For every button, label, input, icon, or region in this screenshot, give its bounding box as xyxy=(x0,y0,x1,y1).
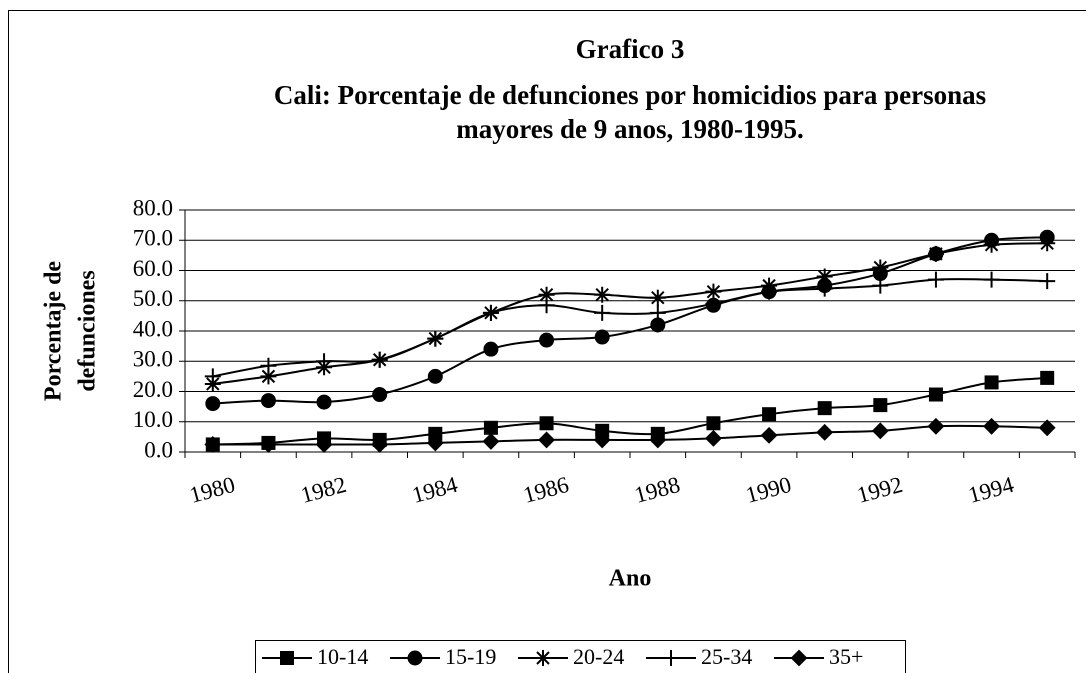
x-axis-label: Ano xyxy=(609,566,652,592)
marker xyxy=(649,289,666,306)
marker xyxy=(817,401,832,416)
marker xyxy=(762,407,777,422)
marker xyxy=(983,417,1000,435)
marker xyxy=(927,245,944,262)
marker xyxy=(983,236,1000,253)
marker xyxy=(873,398,888,413)
marker xyxy=(705,429,722,447)
marker xyxy=(535,650,551,666)
marker xyxy=(260,368,277,385)
marker xyxy=(204,368,221,385)
marker xyxy=(315,436,333,453)
marker xyxy=(260,357,277,374)
marker xyxy=(1039,273,1056,290)
marker xyxy=(649,431,667,449)
marker xyxy=(538,297,555,314)
marker xyxy=(872,277,889,294)
series-line xyxy=(212,236,1048,405)
marker xyxy=(427,330,444,347)
y-tick-label: 20.0 xyxy=(133,377,173,402)
marker xyxy=(205,396,221,412)
legend-label: 35+ xyxy=(829,644,863,669)
series-line xyxy=(212,376,1048,446)
y-tick-label: 40.0 xyxy=(133,316,173,341)
chart-title: Grafico 3 xyxy=(576,34,685,64)
chart-title: Cali: Porcentaje de defunciones por homi… xyxy=(274,80,986,110)
y-tick-label: 50.0 xyxy=(133,286,173,311)
marker xyxy=(538,431,555,449)
marker xyxy=(539,416,554,431)
marker xyxy=(761,283,778,300)
marker xyxy=(983,271,1000,288)
marker xyxy=(483,420,498,435)
marker xyxy=(316,353,333,370)
y-axis-label: defunciones xyxy=(75,270,101,391)
legend-label: 15-19 xyxy=(445,644,496,669)
marker xyxy=(538,286,555,303)
y-tick-label: 10.0 xyxy=(133,407,173,432)
marker xyxy=(371,436,389,453)
marker xyxy=(482,304,499,321)
marker xyxy=(927,271,944,288)
series-line xyxy=(212,278,1048,378)
series-line xyxy=(212,242,1048,385)
marker xyxy=(204,436,222,453)
marker xyxy=(790,649,808,667)
marker xyxy=(871,422,889,440)
y-axis-label: Porcentaje de xyxy=(41,261,67,402)
marker xyxy=(594,329,610,345)
marker xyxy=(316,394,332,410)
y-tick-label: 70.0 xyxy=(133,226,173,251)
chart-title: mayores de 9 anos, 1980-1995. xyxy=(456,114,804,144)
marker xyxy=(705,295,722,312)
marker xyxy=(927,417,945,435)
marker xyxy=(260,436,277,453)
marker xyxy=(593,431,611,449)
marker xyxy=(760,426,778,444)
marker xyxy=(427,368,443,384)
marker xyxy=(483,341,499,357)
marker xyxy=(482,432,500,450)
legend-label: 10-14 xyxy=(317,644,368,669)
marker xyxy=(706,416,721,431)
marker xyxy=(872,259,889,276)
marker xyxy=(928,387,943,402)
marker xyxy=(649,304,666,321)
marker xyxy=(984,375,999,390)
y-tick-label: 30.0 xyxy=(133,347,173,372)
y-tick-label: 60.0 xyxy=(133,256,173,281)
marker xyxy=(1039,235,1056,252)
marker xyxy=(260,393,276,409)
marker xyxy=(663,650,679,666)
marker xyxy=(1038,419,1056,437)
marker xyxy=(426,434,444,452)
marker xyxy=(539,332,555,348)
marker xyxy=(816,268,833,285)
series-line xyxy=(212,424,1048,446)
marker xyxy=(816,423,834,441)
marker xyxy=(371,351,388,368)
marker xyxy=(1040,370,1055,385)
marker xyxy=(407,650,423,666)
marker xyxy=(594,304,611,321)
marker xyxy=(280,651,294,665)
legend-label: 25-34 xyxy=(701,644,752,669)
marker xyxy=(816,280,833,297)
marker xyxy=(372,387,388,403)
y-tick-label: 80.0 xyxy=(133,195,173,220)
marker xyxy=(705,283,722,300)
marker xyxy=(594,286,611,303)
legend-label: 20-24 xyxy=(573,644,624,669)
y-tick-label: 0.0 xyxy=(144,437,173,462)
